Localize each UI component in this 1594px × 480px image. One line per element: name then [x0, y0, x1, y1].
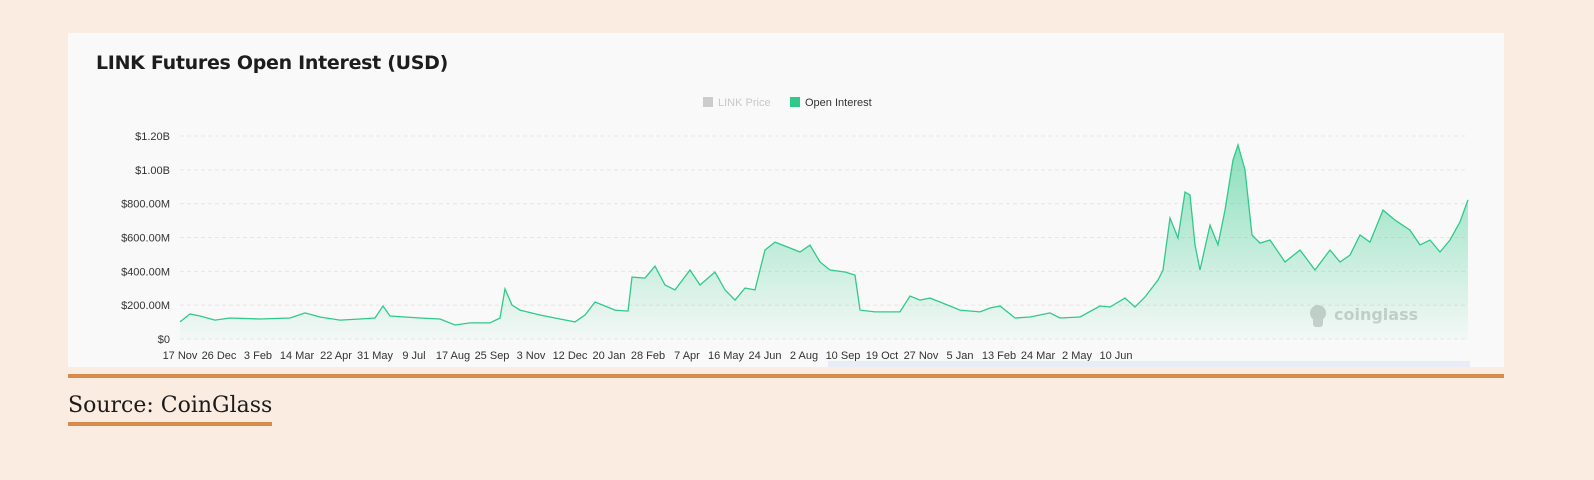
x-tick-label: 10 Jun	[1099, 350, 1132, 362]
x-tick-label: 17 Aug	[436, 350, 470, 362]
x-tick-label: 22 Apr	[320, 350, 352, 362]
x-tick-label: 26 Dec	[202, 350, 237, 362]
x-tick-label: 24 Jun	[748, 350, 781, 362]
x-tick-label: 9 Jul	[402, 350, 425, 362]
x-tick-label: 3 Feb	[244, 350, 272, 362]
x-tick-label: 2 May	[1062, 350, 1092, 362]
x-tick-label: 27 Nov	[904, 350, 939, 362]
y-tick-label: $200.00M	[121, 300, 170, 312]
legend-label-open-interest[interactable]: Open Interest	[805, 97, 872, 109]
y-tick-label: $0	[158, 334, 170, 346]
chart-card: LINK Futures Open Interest (USD) $0 $200.…	[68, 33, 1504, 367]
x-tick-label: 20 Jan	[592, 350, 625, 362]
y-tick-label: $400.00M	[121, 266, 170, 278]
y-tick-label: $800.00M	[121, 199, 170, 211]
y-tick-label: $1.00B	[135, 165, 170, 177]
y-tick-label: $600.00M	[121, 233, 170, 245]
source-caption: Source: CoinGlass	[68, 393, 273, 426]
legend-label-link-price[interactable]: LINK Price	[718, 97, 771, 109]
x-tick-label: 28 Feb	[631, 350, 665, 362]
x-tick-label: 2 Aug	[790, 350, 818, 362]
x-tick-label: 31 May	[357, 350, 394, 362]
range-slider-track[interactable]	[828, 361, 1470, 367]
legend-swatch-link-price[interactable]	[703, 97, 713, 107]
x-tick-label: 17 Nov	[163, 350, 198, 362]
open-interest-chart: $0 $200.00M $400.00M $600.00M $800.00M $1.00B…	[121, 97, 1469, 362]
x-tick-label: 24 Mar	[1021, 350, 1056, 362]
x-tick-label: 12 Dec	[553, 350, 588, 362]
x-tick-label: 19 Oct	[866, 350, 898, 362]
x-tick-label: 7 Apr	[674, 350, 700, 362]
x-tick-label: 5 Jan	[947, 350, 974, 362]
chart-title: LINK Futures Open Interest (USD)	[96, 52, 449, 74]
divider-rule	[68, 374, 1504, 378]
x-tick-label: 16 May	[708, 350, 745, 362]
x-tick-label: 25 Sep	[475, 350, 510, 362]
y-tick-label: $1.20B	[135, 131, 170, 143]
open-interest-line	[179, 142, 1469, 326]
legend-swatch-open-interest[interactable]	[790, 97, 800, 107]
x-tick-label: 13 Feb	[982, 350, 1016, 362]
x-tick-label: 14 Mar	[280, 350, 315, 362]
x-tick-label: 10 Sep	[826, 350, 861, 362]
x-tick-label: 3 Nov	[517, 350, 546, 362]
open-interest-area	[180, 145, 1468, 339]
